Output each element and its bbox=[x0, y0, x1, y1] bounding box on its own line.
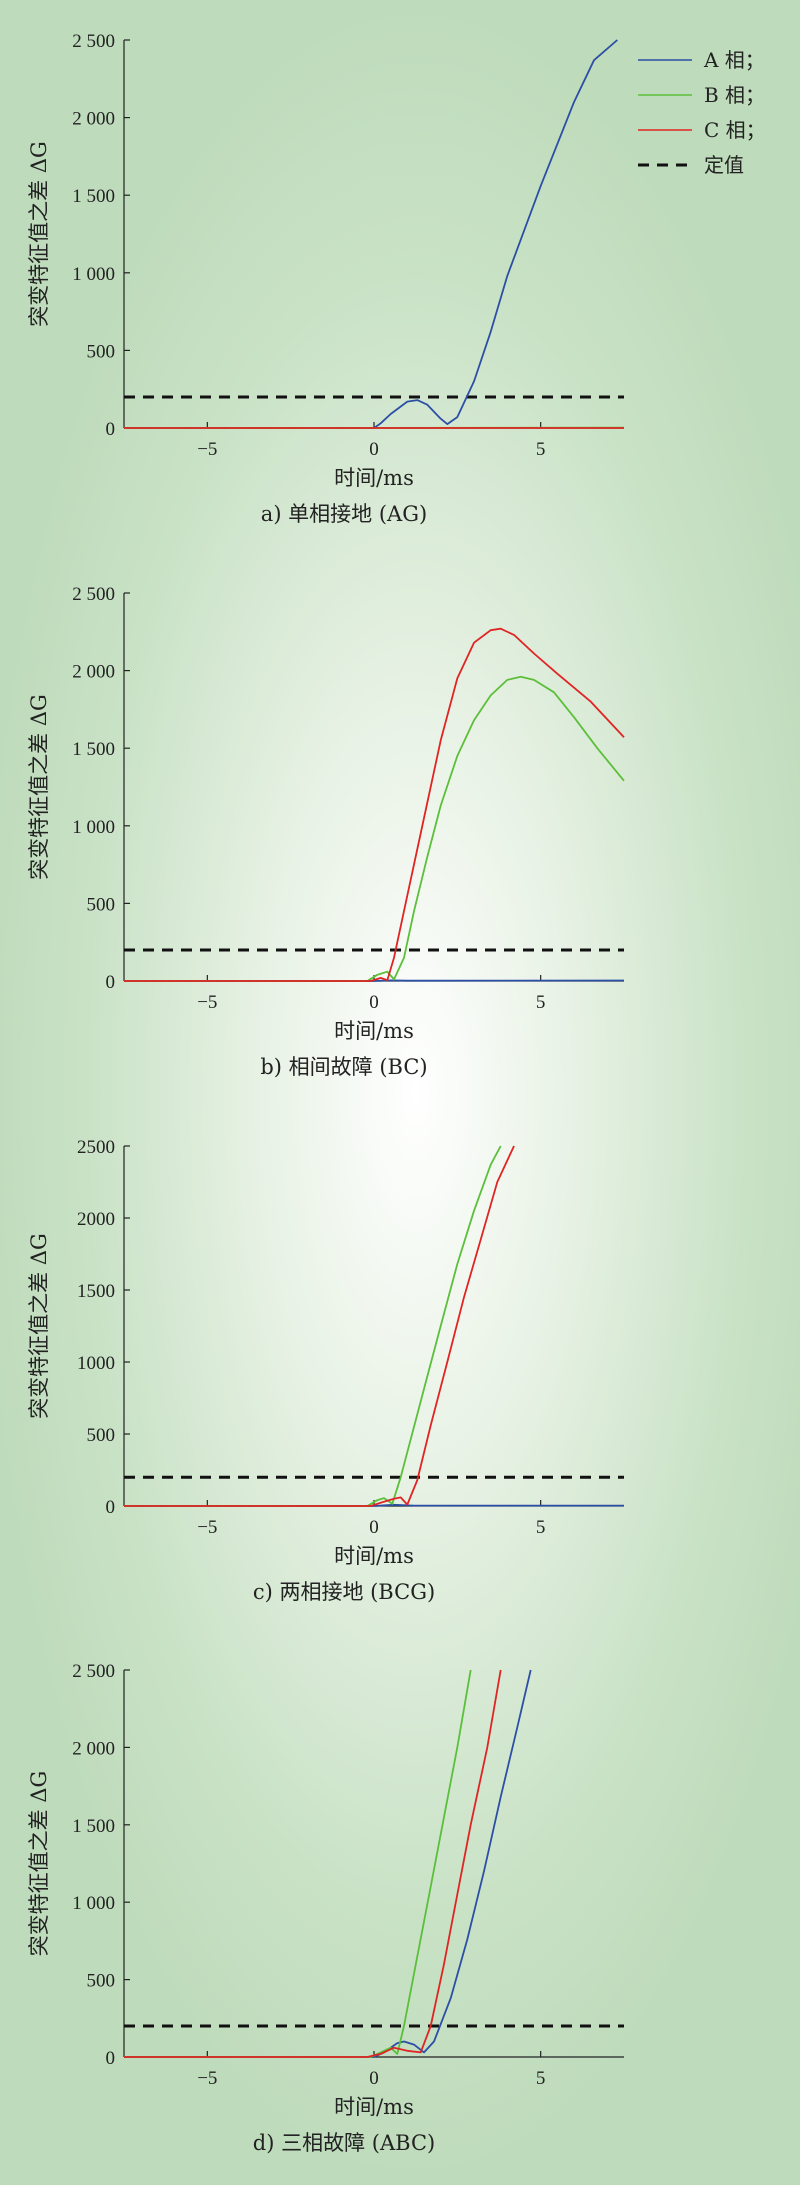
x-tick-label: 5 bbox=[536, 439, 546, 460]
y-tick-label: 2500 bbox=[77, 1137, 115, 1158]
x-tick-label: 0 bbox=[369, 439, 379, 460]
series-line-c bbox=[124, 1669, 502, 2058]
x-axis-label: 时间/ms bbox=[334, 2095, 414, 2119]
y-tick-label: 2 500 bbox=[72, 31, 115, 52]
series-line-a bbox=[124, 1669, 532, 2058]
y-tick-label: 500 bbox=[87, 341, 116, 362]
x-tick-label: 5 bbox=[536, 2068, 546, 2089]
y-tick-label: 2000 bbox=[77, 1209, 115, 1230]
x-tick-label: 0 bbox=[369, 2068, 379, 2089]
y-tick-label: 500 bbox=[87, 1425, 116, 1446]
x-axis-label: 时间/ms bbox=[334, 466, 414, 490]
y-tick-label: 2 000 bbox=[72, 662, 115, 683]
x-tick-label: 5 bbox=[536, 992, 546, 1013]
y-tick-label: 1 500 bbox=[72, 1816, 115, 1837]
y-tick-label: 1 000 bbox=[72, 817, 115, 838]
y-axis-label: 突变特征值之差 ΔG bbox=[27, 1771, 51, 1957]
y-tick-label: 2 000 bbox=[72, 109, 115, 130]
legend: A 相； B 相； C 相； 定值 bbox=[638, 48, 766, 177]
y-tick-label: 1000 bbox=[77, 1353, 115, 1374]
series-line-b bbox=[124, 675, 625, 982]
chart-panel-1: 0 500 1 000 1 500 2 000 2 500 −5 0 5 时间/ms 突变特征值之差… bbox=[27, 31, 625, 526]
y-axis-label: 突变特征值之差 ΔG bbox=[27, 694, 51, 880]
y-tick-label: 1 500 bbox=[72, 739, 115, 760]
series-line-c bbox=[124, 1145, 515, 1507]
y-tick-label: 1 000 bbox=[72, 264, 115, 285]
y-tick-label: 500 bbox=[87, 1971, 116, 1992]
legend-label: C 相； bbox=[704, 118, 766, 142]
x-tick-label: 0 bbox=[369, 1517, 379, 1538]
x-tick-label: −5 bbox=[197, 439, 217, 460]
y-tick-label: 0 bbox=[106, 419, 116, 440]
x-tick-label: −5 bbox=[197, 992, 217, 1013]
y-tick-label: 2 500 bbox=[72, 1661, 115, 1682]
y-tick-label: 1 000 bbox=[72, 1893, 115, 1914]
panel-caption: d) 三相故障 (ABC) bbox=[253, 2131, 435, 2155]
x-axis-label: 时间/ms bbox=[334, 1019, 414, 1043]
series-line-c bbox=[124, 627, 625, 982]
x-tick-label: −5 bbox=[197, 2068, 217, 2089]
chart-panel-3: 0 500 1000 1500 2000 2500 −5 0 5 时间/ms 突变特征值之差 ΔG c… bbox=[27, 1137, 624, 1604]
x-tick-label: 5 bbox=[536, 1517, 546, 1538]
x-tick-label: −5 bbox=[197, 1517, 217, 1538]
panel-caption: a) 单相接地 (AG) bbox=[261, 502, 427, 526]
y-tick-label: 1500 bbox=[77, 1281, 115, 1302]
chart-panel-2: 0 500 1 000 1 500 2 000 2 500 −5 0 5 时间/ms 突变特征值之差… bbox=[27, 584, 625, 1079]
y-axis-label: 突变特征值之差 ΔG bbox=[27, 141, 51, 327]
panel-caption: b) 相间故障 (BC) bbox=[260, 1055, 427, 1079]
series-line-b bbox=[124, 1669, 472, 2058]
panel-caption: c) 两相接地 (BCG) bbox=[253, 1580, 435, 1604]
series-line-a bbox=[124, 39, 618, 429]
y-tick-label: 500 bbox=[87, 894, 116, 915]
y-tick-label: 2 500 bbox=[72, 584, 115, 605]
series-line-b bbox=[124, 1145, 502, 1507]
legend-label: A 相； bbox=[703, 48, 765, 72]
y-tick-label: 0 bbox=[106, 2048, 116, 2069]
y-tick-label: 0 bbox=[106, 1497, 116, 1518]
x-axis-label: 时间/ms bbox=[334, 1544, 414, 1568]
chart-panel-4: 0 500 1 000 1 500 2 000 2 500 −5 0 5 时间/ms 突变特征值之差… bbox=[27, 1661, 624, 2155]
y-tick-label: 0 bbox=[106, 972, 116, 993]
y-tick-label: 2 000 bbox=[72, 1738, 115, 1759]
x-tick-label: 0 bbox=[369, 992, 379, 1013]
y-tick-label: 1 500 bbox=[72, 186, 115, 207]
y-axis-label: 突变特征值之差 ΔG bbox=[27, 1233, 51, 1419]
legend-label: 定值 bbox=[704, 153, 744, 177]
legend-label: B 相； bbox=[704, 83, 765, 107]
